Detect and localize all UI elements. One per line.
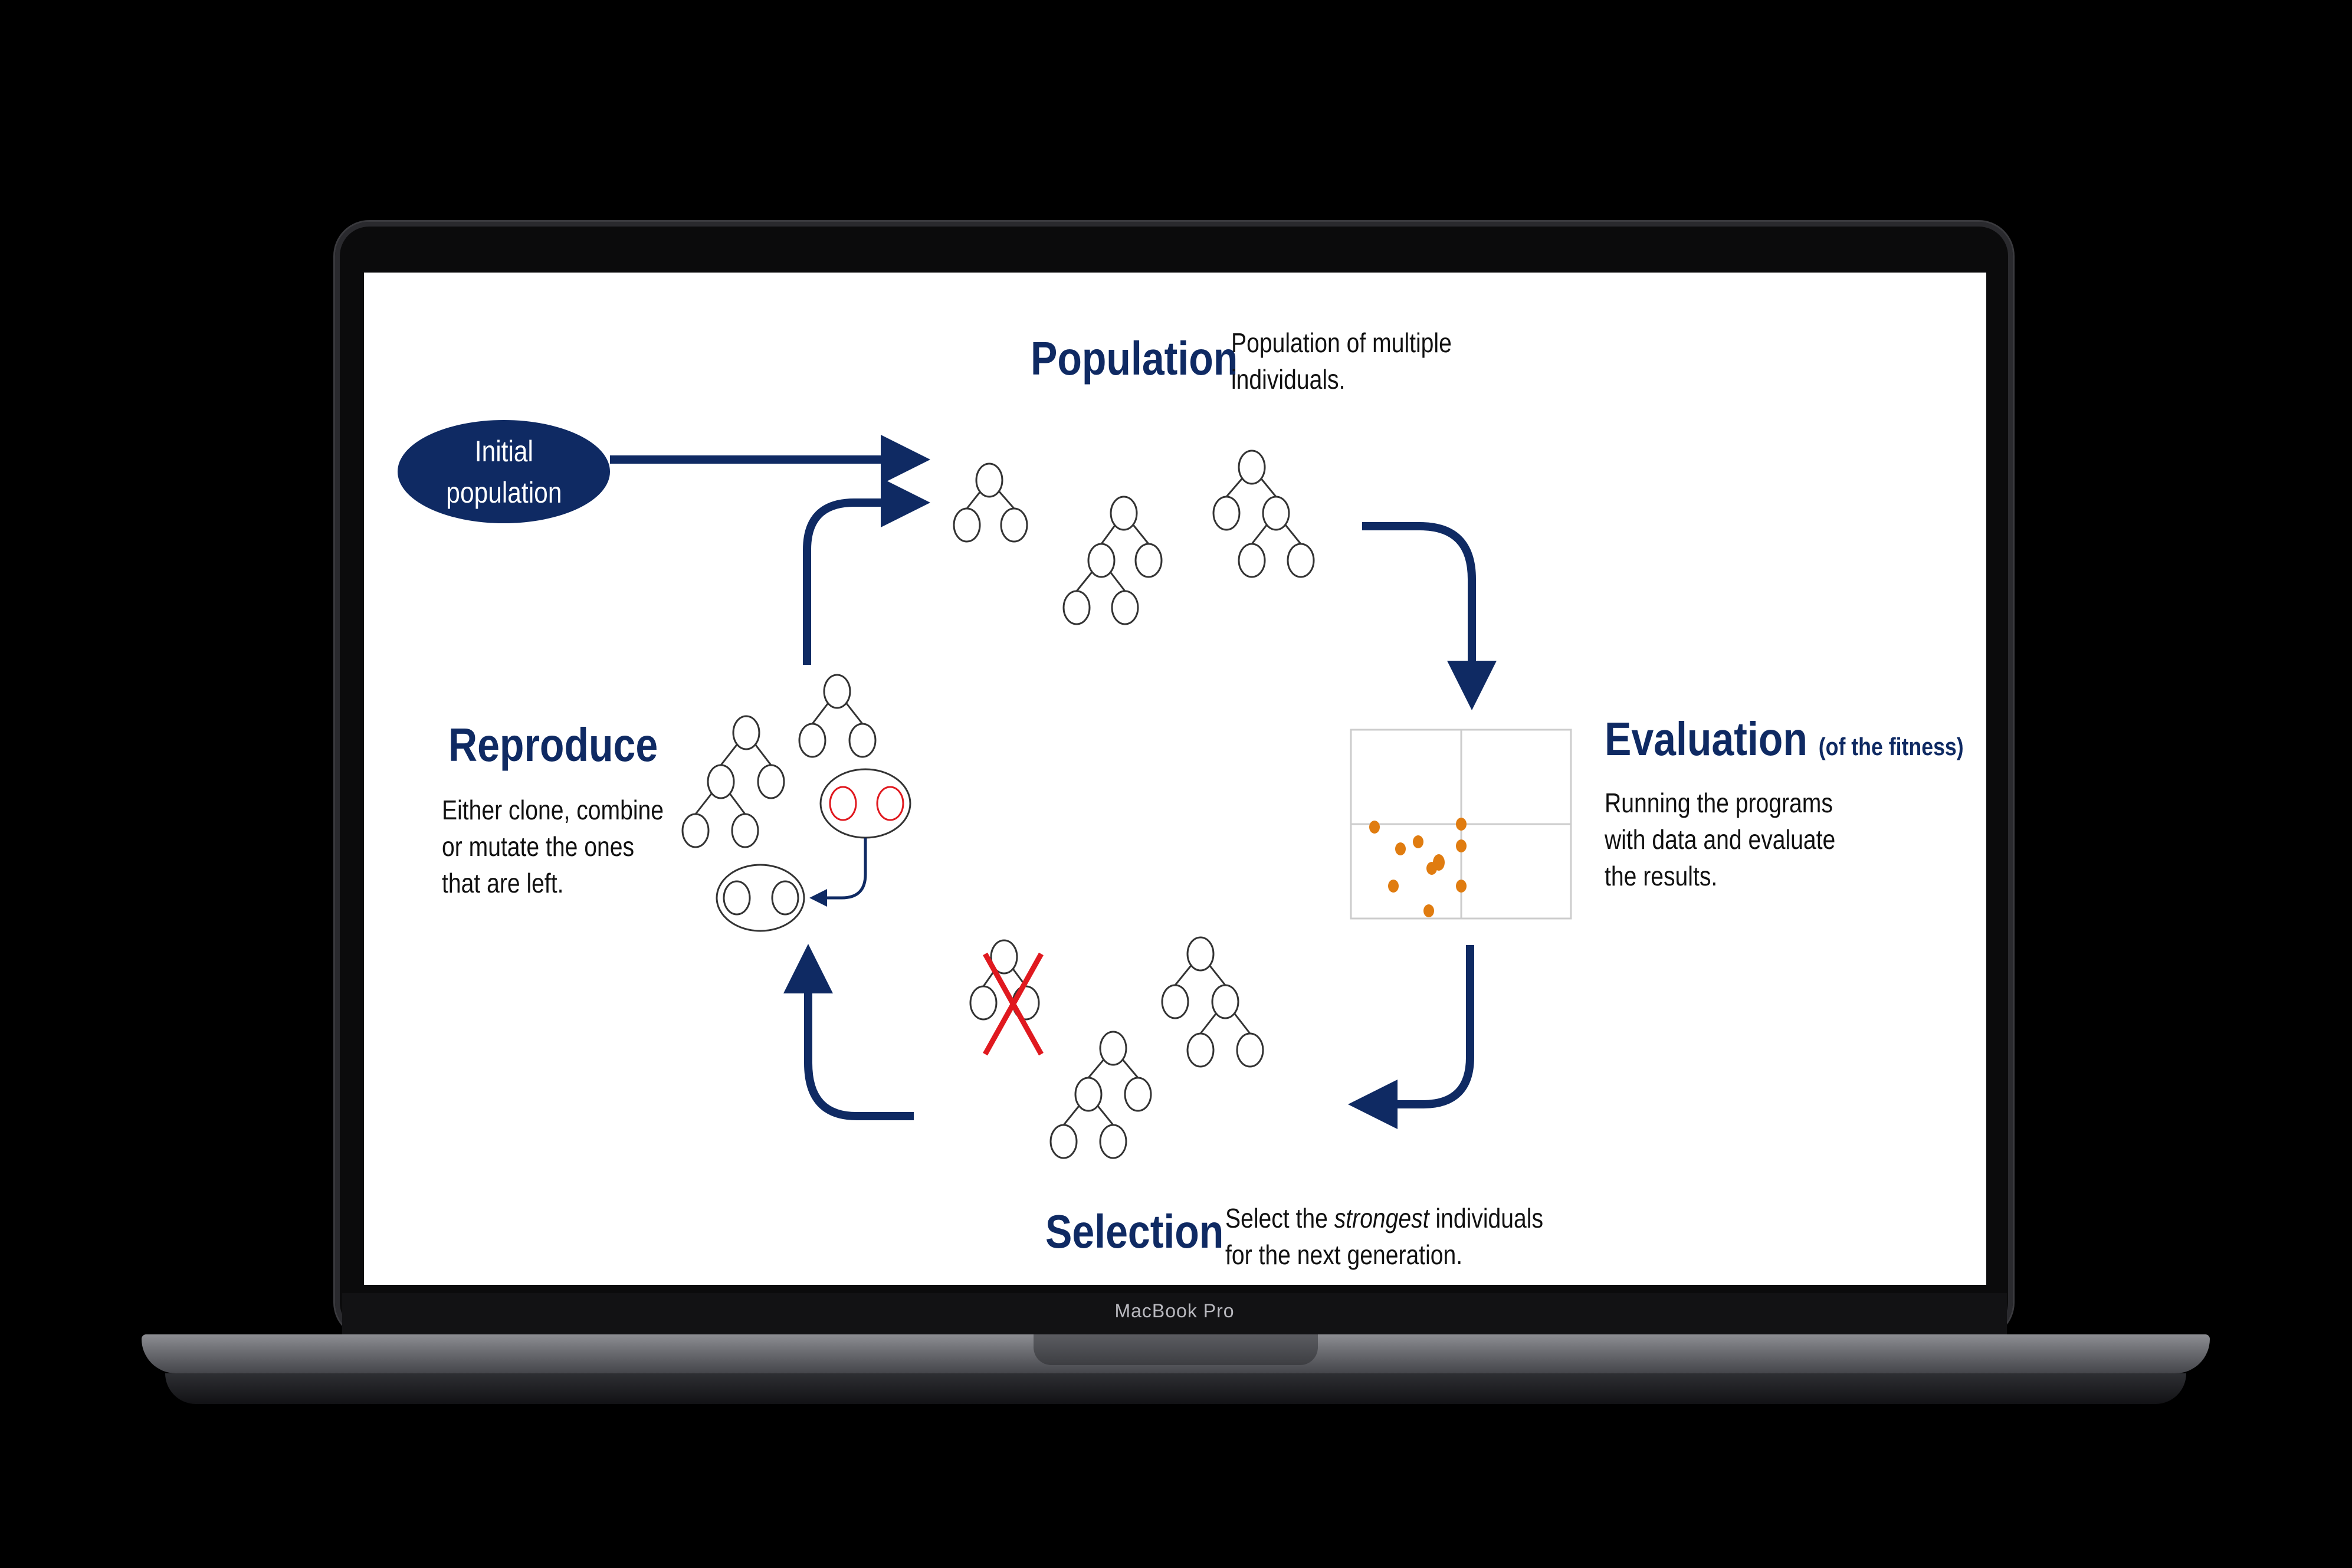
selection-desc-line1: Select the strongest individuals — [1225, 1200, 1543, 1236]
selection-desc-line2: for the next generation. — [1225, 1239, 1463, 1270]
evaluation-desc-line3: the results. — [1605, 861, 1718, 891]
selection-desc: Select the strongest individuals for the… — [1225, 1200, 1543, 1273]
evaluation-desc-line1: Running the programs — [1605, 788, 1833, 818]
mutated-nodes — [829, 786, 904, 821]
selection-desc-em: strongest — [1334, 1203, 1429, 1234]
laptop-notch — [1034, 1334, 1318, 1365]
selection-to-reproduce-arrow — [783, 944, 914, 1120]
initial-population-oval: Initial population — [398, 420, 610, 523]
initial-population-line1: Initial — [474, 434, 533, 468]
reproduce-title: Reproduce — [448, 719, 658, 771]
cycle-diagram — [610, 435, 1572, 1159]
selection-desc-post: individuals — [1429, 1203, 1544, 1234]
evaluation-desc-line2: with data and evaluate — [1605, 824, 1836, 855]
selection-desc-pre: Select the — [1225, 1203, 1334, 1234]
slide-screen: Initial population Population Population… — [364, 273, 1986, 1285]
crossover-arrow — [809, 838, 867, 907]
rejection-cross-icon — [983, 952, 1044, 1056]
population-to-evaluation-arrow — [1362, 522, 1497, 710]
population-desc: Population of multiple individuals. — [1231, 324, 1452, 398]
evaluation-desc: Running the programs with data and evalu… — [1605, 785, 1835, 894]
evaluation-plot — [1350, 729, 1572, 920]
laptop-base-lip — [165, 1373, 2186, 1404]
reproduce-trees — [681, 674, 911, 932]
evaluation-points — [1369, 818, 1467, 917]
evaluation-title-text: Evaluation — [1605, 713, 1808, 765]
laptop-chin: MacBook Pro — [342, 1293, 2007, 1334]
reproduce-desc-line3: that are left. — [442, 868, 564, 898]
evaluation-subtitle: (of the fitness) — [1818, 733, 1964, 760]
reproduce-desc-line1: Either clone, combine — [442, 795, 664, 825]
evaluation-title: Evaluation (of the fitness) — [1605, 712, 1964, 766]
population-trees — [953, 450, 1315, 625]
selection-trees — [969, 936, 1264, 1159]
population-desc-line1: Population of multiple — [1231, 327, 1452, 358]
population-title: Population — [1031, 332, 1238, 385]
initial-population-line2: population — [445, 475, 562, 509]
selection-title: Selection — [1045, 1205, 1224, 1258]
reproduce-to-population-arrow — [803, 478, 930, 665]
population-desc-line2: individuals. — [1231, 364, 1346, 395]
device-label: MacBook Pro — [1114, 1300, 1235, 1321]
reproduce-desc: Either clone, combine or mutate the ones… — [442, 792, 664, 901]
evaluation-to-selection-arrow — [1348, 945, 1474, 1129]
reproduce-desc-line2: or mutate the ones — [442, 831, 635, 862]
